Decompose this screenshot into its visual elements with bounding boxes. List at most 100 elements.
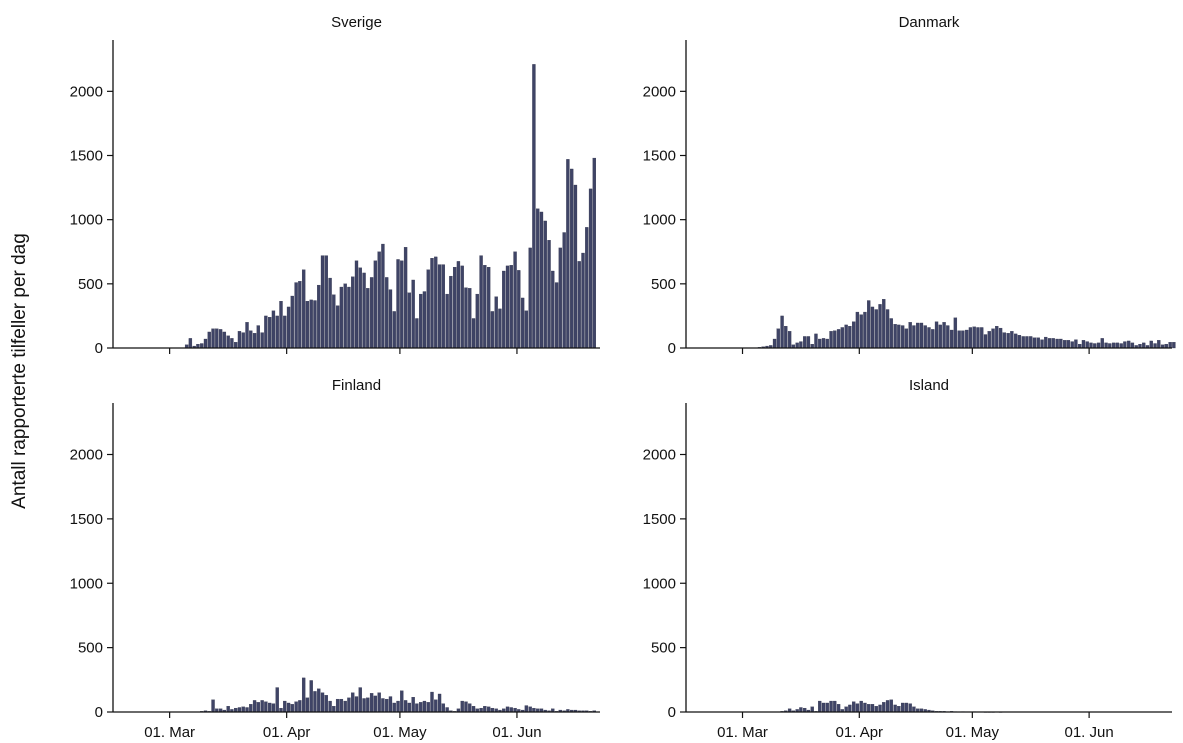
bar xyxy=(874,309,878,349)
bar xyxy=(366,288,370,349)
bar xyxy=(271,703,276,713)
bar xyxy=(377,251,381,349)
bar xyxy=(1036,337,1040,349)
bar xyxy=(1070,341,1074,349)
bar xyxy=(234,342,238,349)
bar xyxy=(249,330,253,349)
bar xyxy=(836,704,841,713)
bar xyxy=(358,687,362,713)
bar xyxy=(882,299,886,349)
panel-finland: Finland 0 500 1000 1500 2000 01. Mar 01. Apr 01.… xyxy=(70,377,600,741)
bar xyxy=(874,706,878,713)
bar xyxy=(566,159,570,349)
bar xyxy=(1142,342,1146,349)
bar xyxy=(407,292,412,349)
bar xyxy=(1149,340,1153,349)
bar xyxy=(275,687,279,713)
y-tick-label: 1500 xyxy=(643,511,676,528)
bar xyxy=(818,700,822,713)
bar xyxy=(445,293,449,349)
bar xyxy=(256,702,260,713)
y-tick-label: 1000 xyxy=(643,575,676,592)
bar xyxy=(252,333,257,349)
bar xyxy=(554,282,559,349)
bar xyxy=(256,325,260,349)
bar xyxy=(934,321,939,349)
bar xyxy=(483,265,487,349)
bar xyxy=(188,338,193,349)
bar xyxy=(867,704,871,713)
bar xyxy=(377,692,381,713)
bar xyxy=(460,700,464,713)
y-tick-label: 500 xyxy=(78,276,103,293)
bar xyxy=(332,706,336,713)
bar xyxy=(241,332,245,349)
bar xyxy=(1111,342,1116,349)
bar xyxy=(840,327,845,349)
bar xyxy=(1017,335,1022,349)
bar xyxy=(381,698,385,713)
bar xyxy=(825,338,829,349)
bar xyxy=(294,282,298,349)
bar xyxy=(347,286,351,349)
bar xyxy=(245,707,249,713)
bar xyxy=(878,304,882,349)
x-tick-label: 01. Apr xyxy=(836,724,884,741)
bar xyxy=(991,328,995,349)
bar xyxy=(833,700,837,713)
bar xyxy=(301,677,306,713)
bar xyxy=(388,289,393,349)
bar xyxy=(893,324,897,349)
bar xyxy=(889,318,893,349)
bar xyxy=(237,707,242,713)
bar xyxy=(354,260,359,349)
bar xyxy=(1074,339,1078,349)
bar xyxy=(283,700,287,713)
bar xyxy=(230,338,234,349)
bar xyxy=(400,690,404,713)
bar xyxy=(870,306,875,349)
bar xyxy=(509,707,513,713)
bar xyxy=(381,243,385,349)
y-tick-label: 500 xyxy=(651,276,676,293)
bar xyxy=(313,300,317,349)
bar xyxy=(577,261,581,349)
bar xyxy=(1006,333,1010,349)
bar xyxy=(264,701,268,713)
bar xyxy=(810,706,814,713)
bar xyxy=(441,703,445,713)
bar xyxy=(320,255,325,349)
bar xyxy=(528,706,532,713)
bar xyxy=(332,294,336,349)
bar xyxy=(528,247,532,349)
bar xyxy=(286,702,291,713)
bar xyxy=(953,317,958,349)
bar xyxy=(592,157,597,349)
bar xyxy=(422,291,427,349)
bar xyxy=(772,338,777,349)
bar xyxy=(483,706,487,713)
bar xyxy=(362,698,366,713)
bar xyxy=(1025,336,1029,349)
bar xyxy=(411,279,415,349)
bar xyxy=(226,335,230,349)
bar xyxy=(836,329,841,349)
bar xyxy=(249,704,253,713)
bar xyxy=(844,324,848,349)
bar xyxy=(369,277,374,349)
x-tick-label: 01. May xyxy=(373,724,427,741)
bar xyxy=(298,700,302,713)
bar xyxy=(795,342,799,349)
bar xyxy=(400,260,404,349)
bar xyxy=(411,697,415,713)
bar xyxy=(893,704,897,713)
bar xyxy=(215,328,219,349)
panel-title: Finland xyxy=(332,377,381,394)
x-tick-label: 01. Mar xyxy=(717,724,768,741)
bar xyxy=(226,706,230,713)
bar xyxy=(942,322,946,349)
bar xyxy=(509,265,513,349)
bar xyxy=(863,311,867,349)
bar xyxy=(351,276,355,349)
bar xyxy=(998,327,1003,349)
